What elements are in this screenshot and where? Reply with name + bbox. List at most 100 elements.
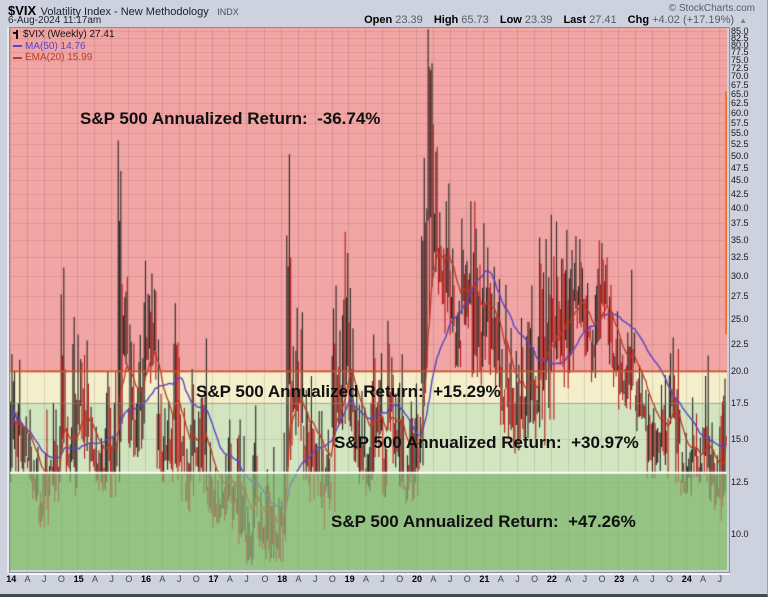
x-tick-month-label: J — [109, 574, 114, 584]
x-tick-month-label: A — [295, 574, 302, 584]
annotation-return-above-20: S&P 500 Annualized Return: -36.74% — [80, 109, 381, 128]
x-tick-month-label: A — [632, 574, 639, 584]
x-axis: 14 A J O 15 A J O 16 A J O 17 A J O 18 A J O 19 A J O 20 A J O 21 A J O… — [6, 574, 737, 590]
x-tick-month-label: J — [717, 574, 723, 584]
x-tick-year-label: 20 — [412, 574, 423, 584]
annotation-return-17-20: S&P 500 Annualized Return: +15.29% — [196, 382, 501, 401]
y-tick-label: 27.5 — [731, 291, 749, 302]
y-tick-label: 80.0 — [731, 40, 749, 51]
x-tick-month-label: A — [91, 574, 98, 584]
y-tick-label: 35.0 — [731, 234, 749, 245]
last-value: 27.41 — [589, 14, 617, 26]
y-tick-label: 67.5 — [731, 80, 749, 90]
x-tick-month-label: J — [380, 574, 385, 584]
x-tick-month-label: J — [312, 574, 318, 584]
last-label: Last — [563, 14, 587, 26]
open-label: Open — [364, 14, 393, 26]
vix-weekly-chart — [10, 28, 727, 570]
bar-chart-icon — [13, 30, 20, 40]
y-tick-label: 65.0 — [731, 88, 749, 99]
x-tick-month-label: A — [24, 574, 31, 584]
x-tick-month-label: J — [176, 574, 182, 584]
y-tick-label: 45.0 — [731, 175, 749, 186]
y-tick-label: 15.0 — [731, 434, 749, 445]
chart-header: $VIX Volatility Index - New Methodology … — [8, 2, 239, 20]
chart-title: Volatility Index - New Methodology — [40, 6, 209, 18]
y-tick-label: 62.5 — [731, 98, 749, 109]
x-tick-year-label: 16 — [141, 574, 152, 584]
legend-series-label: $VIX (Weekly) 27.41 — [23, 29, 115, 40]
y-tick-label: 37.5 — [731, 218, 749, 229]
quote-bar: Open 23.39 High 65.73 Low 23.39 Last 27.41 C… — [364, 14, 747, 26]
y-tick-label: 25.0 — [731, 313, 749, 324]
low-label: Low — [499, 14, 522, 26]
y-tick-label: 47.5 — [731, 162, 749, 173]
x-tick-year-label: 22 — [546, 574, 557, 584]
y-tick-label: 17.5 — [731, 397, 749, 408]
x-tick-year-label: 14 — [6, 574, 17, 584]
y-tick-label: 77.5 — [731, 47, 749, 58]
x-tick-month-label: O — [57, 574, 65, 584]
y-tick-label: 82.5 — [731, 32, 749, 43]
legend-ma-label: MA(50) 14.76 — [25, 40, 86, 52]
y-tick-label: 32.5 — [731, 252, 749, 263]
x-tick-month-label: O — [192, 574, 200, 584]
annotation-return-below-13: S&P 500 Annualized Return: +47.26% — [331, 512, 636, 531]
legend-ema-label: EMA(20) 15.99 — [25, 52, 93, 63]
x-tick-month-label: O — [531, 574, 539, 584]
x-tick-month-label: O — [665, 574, 673, 584]
y-tick-label: 57.5 — [731, 117, 749, 128]
chart-legend: $VIX (Weekly) 27.41 MA(50) 14.76 EMA(20)… — [13, 29, 115, 64]
x-tick-month-label: O — [598, 574, 606, 584]
y-tick-label: 75.0 — [731, 55, 749, 66]
chart-datetime: 6-Aug-2024 11:17am — [8, 15, 102, 26]
exchange-label: INDX — [217, 7, 239, 17]
y-tick-label: 52.5 — [731, 139, 749, 150]
y-tick-label: 85.0 — [731, 25, 749, 36]
legend-series-row: $VIX (Weekly) 27.41 — [13, 29, 115, 41]
x-tick-month-label: A — [159, 574, 166, 584]
x-tick-month-label: O — [463, 574, 471, 584]
y-tick-label: 72.5 — [731, 63, 749, 74]
x-tick-month-label: J — [447, 574, 453, 584]
y-tick-label: 55.0 — [731, 128, 749, 139]
x-tick-month-label: J — [41, 574, 47, 584]
x-tick-year-label: 19 — [344, 574, 355, 584]
x-tick-year-label: 17 — [208, 574, 219, 584]
x-tick-month-label: A — [497, 574, 504, 584]
legend-ma-row: MA(50) 14.76 — [13, 41, 115, 53]
x-tick-year-label: 18 — [277, 574, 288, 584]
chg-value: +4.02 (+17.19%) — [652, 14, 735, 26]
x-tick-month-label: A — [362, 574, 369, 584]
low-value: 23.39 — [524, 14, 553, 26]
symbol: $VIX — [8, 3, 37, 18]
stockcharts-copyright: © StockCharts.com — [668, 3, 755, 14]
x-tick-month-label: J — [515, 574, 520, 584]
ma50-line-swatch-icon — [13, 45, 22, 48]
x-tick-month-label: J — [244, 574, 249, 584]
y-tick-label: 10.0 — [731, 529, 749, 540]
legend-ema-row: EMA(20) 15.99 — [13, 52, 115, 64]
y-tick-label: 20.0 — [731, 366, 749, 377]
y-tick-label: 70.0 — [731, 71, 749, 82]
up-arrow-icon: ▲ — [739, 16, 747, 25]
open-value: 23.39 — [395, 14, 423, 26]
x-tick-month-label: O — [396, 574, 404, 584]
y-tick-label: 30.0 — [731, 270, 749, 281]
x-tick-month-label: A — [700, 574, 707, 584]
high-value: 65.73 — [461, 14, 489, 26]
x-tick-month-label: A — [430, 574, 437, 584]
x-tick-month-label: A — [565, 574, 572, 584]
annotation-return-13-17: S&P 500 Annualized Return: +30.97% — [334, 433, 639, 452]
x-tick-month-label: O — [125, 574, 133, 584]
x-tick-year-label: 15 — [73, 574, 84, 584]
y-tick-label: 12.5 — [731, 476, 749, 487]
x-tick-month-label: J — [582, 574, 588, 584]
x-tick-month-label: A — [226, 574, 233, 584]
y-axis: 85.0 82.5 80.0 77.5 75.0 72.5 70.0 67.5 65.0 62.5… — [731, 0, 767, 594]
y-tick-label: 40.0 — [731, 203, 749, 214]
y-tick-label: 50.0 — [731, 150, 749, 161]
chg-label: Chg — [627, 14, 650, 26]
x-tick-month-label: O — [328, 574, 336, 584]
